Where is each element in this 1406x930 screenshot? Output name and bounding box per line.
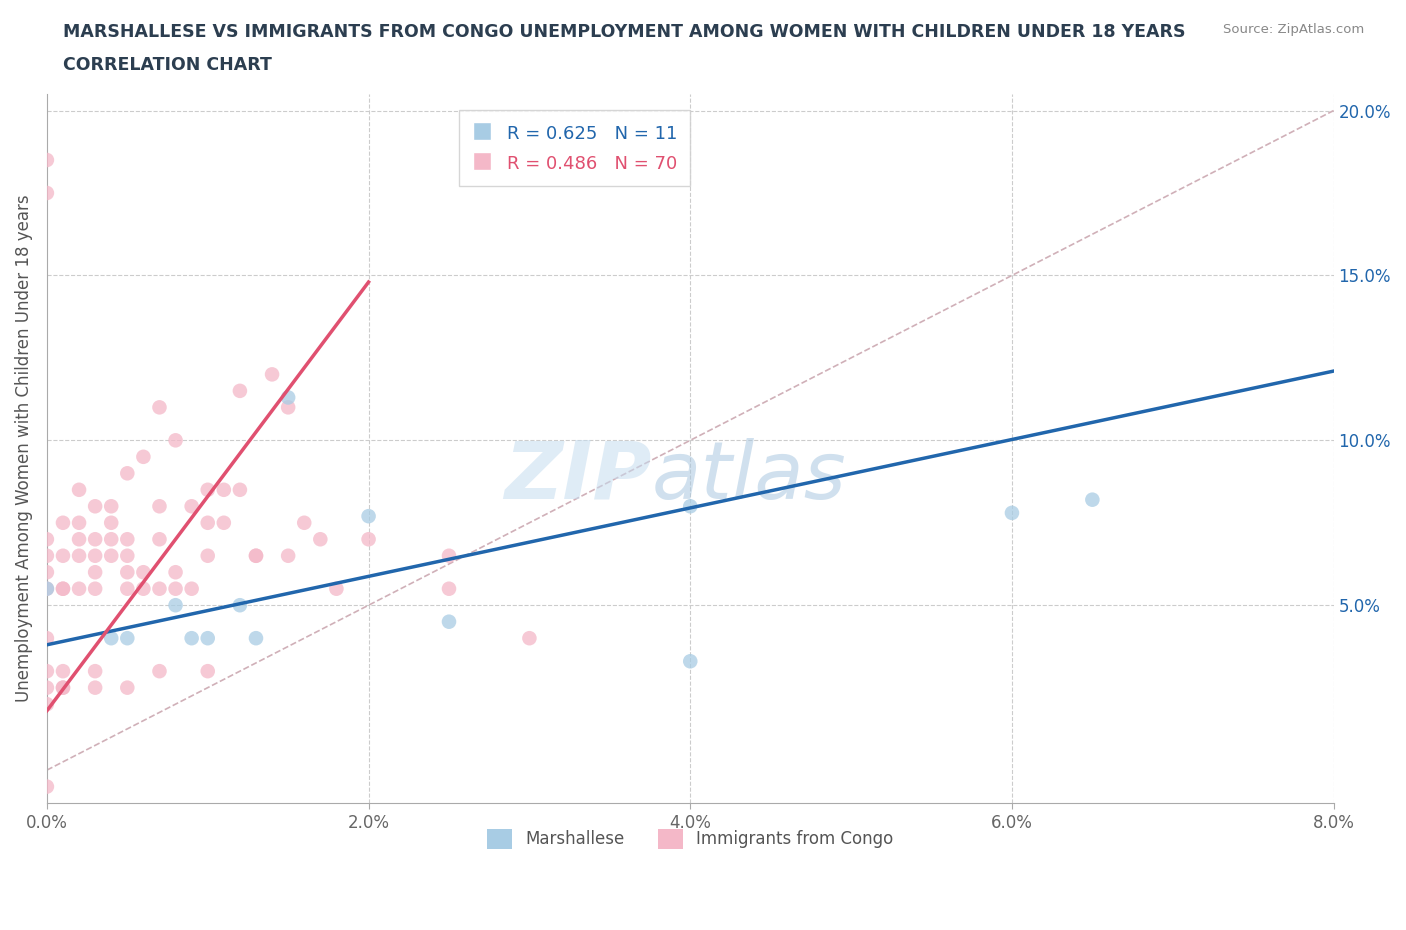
Point [180,498,202,513]
Point [180,581,202,596]
Point [35,153,58,167]
Point [35,581,58,596]
Point [357,532,380,547]
Y-axis label: Unemployment Among Women with Children Under 18 years: Unemployment Among Women with Children U… [15,194,32,702]
Point [165,598,187,613]
Point [35,779,58,794]
Point [52,664,75,679]
Point [67,483,90,498]
Point [165,432,187,447]
Text: CORRELATION CHART: CORRELATION CHART [63,56,273,73]
Point [165,581,187,596]
Point [245,549,267,564]
Point [437,549,460,564]
Point [117,565,139,579]
Point [1081,492,1104,507]
Text: MARSHALLESE VS IMMIGRANTS FROM CONGO UNEMPLOYMENT AMONG WOMEN WITH CHILDREN UNDE: MARSHALLESE VS IMMIGRANTS FROM CONGO UNE… [63,23,1185,41]
Point [84,549,107,564]
Point [52,581,75,596]
Point [1001,505,1024,520]
Point [245,631,267,645]
Point [67,532,90,547]
Point [84,498,107,513]
Point [52,549,75,564]
Point [35,532,58,547]
Point [132,581,155,596]
Legend: Marshallese, Immigrants from Congo: Marshallese, Immigrants from Congo [477,819,904,858]
Point [437,581,460,596]
Point [148,400,170,415]
Point [100,515,122,530]
Point [117,532,139,547]
Point [180,631,202,645]
Point [67,549,90,564]
Point [245,549,267,564]
Point [277,390,299,405]
Point [229,483,252,498]
Text: Source: ZipAtlas.com: Source: ZipAtlas.com [1223,23,1364,36]
Point [35,631,58,645]
Point [277,400,299,415]
Text: ZIP: ZIP [505,438,651,516]
Point [197,515,219,530]
Point [84,664,107,679]
Point [197,631,219,645]
Point [148,664,170,679]
Point [117,680,139,695]
Point [277,549,299,564]
Point [100,498,122,513]
Point [84,680,107,695]
Point [117,549,139,564]
Point [117,631,139,645]
Point [52,680,75,695]
Point [35,549,58,564]
Point [292,515,315,530]
Point [52,581,75,596]
Point [325,581,347,596]
Point [100,631,122,645]
Point [165,565,187,579]
Point [679,654,702,669]
Point [117,466,139,481]
Point [52,515,75,530]
Point [67,515,90,530]
Point [148,498,170,513]
Point [100,549,122,564]
Point [437,614,460,629]
Point [212,515,235,530]
Point [229,383,252,398]
Point [212,483,235,498]
Point [148,532,170,547]
Point [84,565,107,579]
Point [35,565,58,579]
Point [35,581,58,596]
Point [197,483,219,498]
Point [309,532,332,547]
Point [132,565,155,579]
Point [84,532,107,547]
Point [262,367,284,382]
Point [35,697,58,711]
Point [100,532,122,547]
Point [679,498,702,513]
Point [84,581,107,596]
Point [197,664,219,679]
Point [117,581,139,596]
Point [35,680,58,695]
Text: atlas: atlas [651,438,846,516]
Point [148,581,170,596]
Point [67,581,90,596]
Point [35,664,58,679]
Point [132,449,155,464]
Point [357,509,380,524]
Point [197,549,219,564]
Point [35,186,58,201]
Point [229,598,252,613]
Point [519,631,541,645]
Point [52,680,75,695]
